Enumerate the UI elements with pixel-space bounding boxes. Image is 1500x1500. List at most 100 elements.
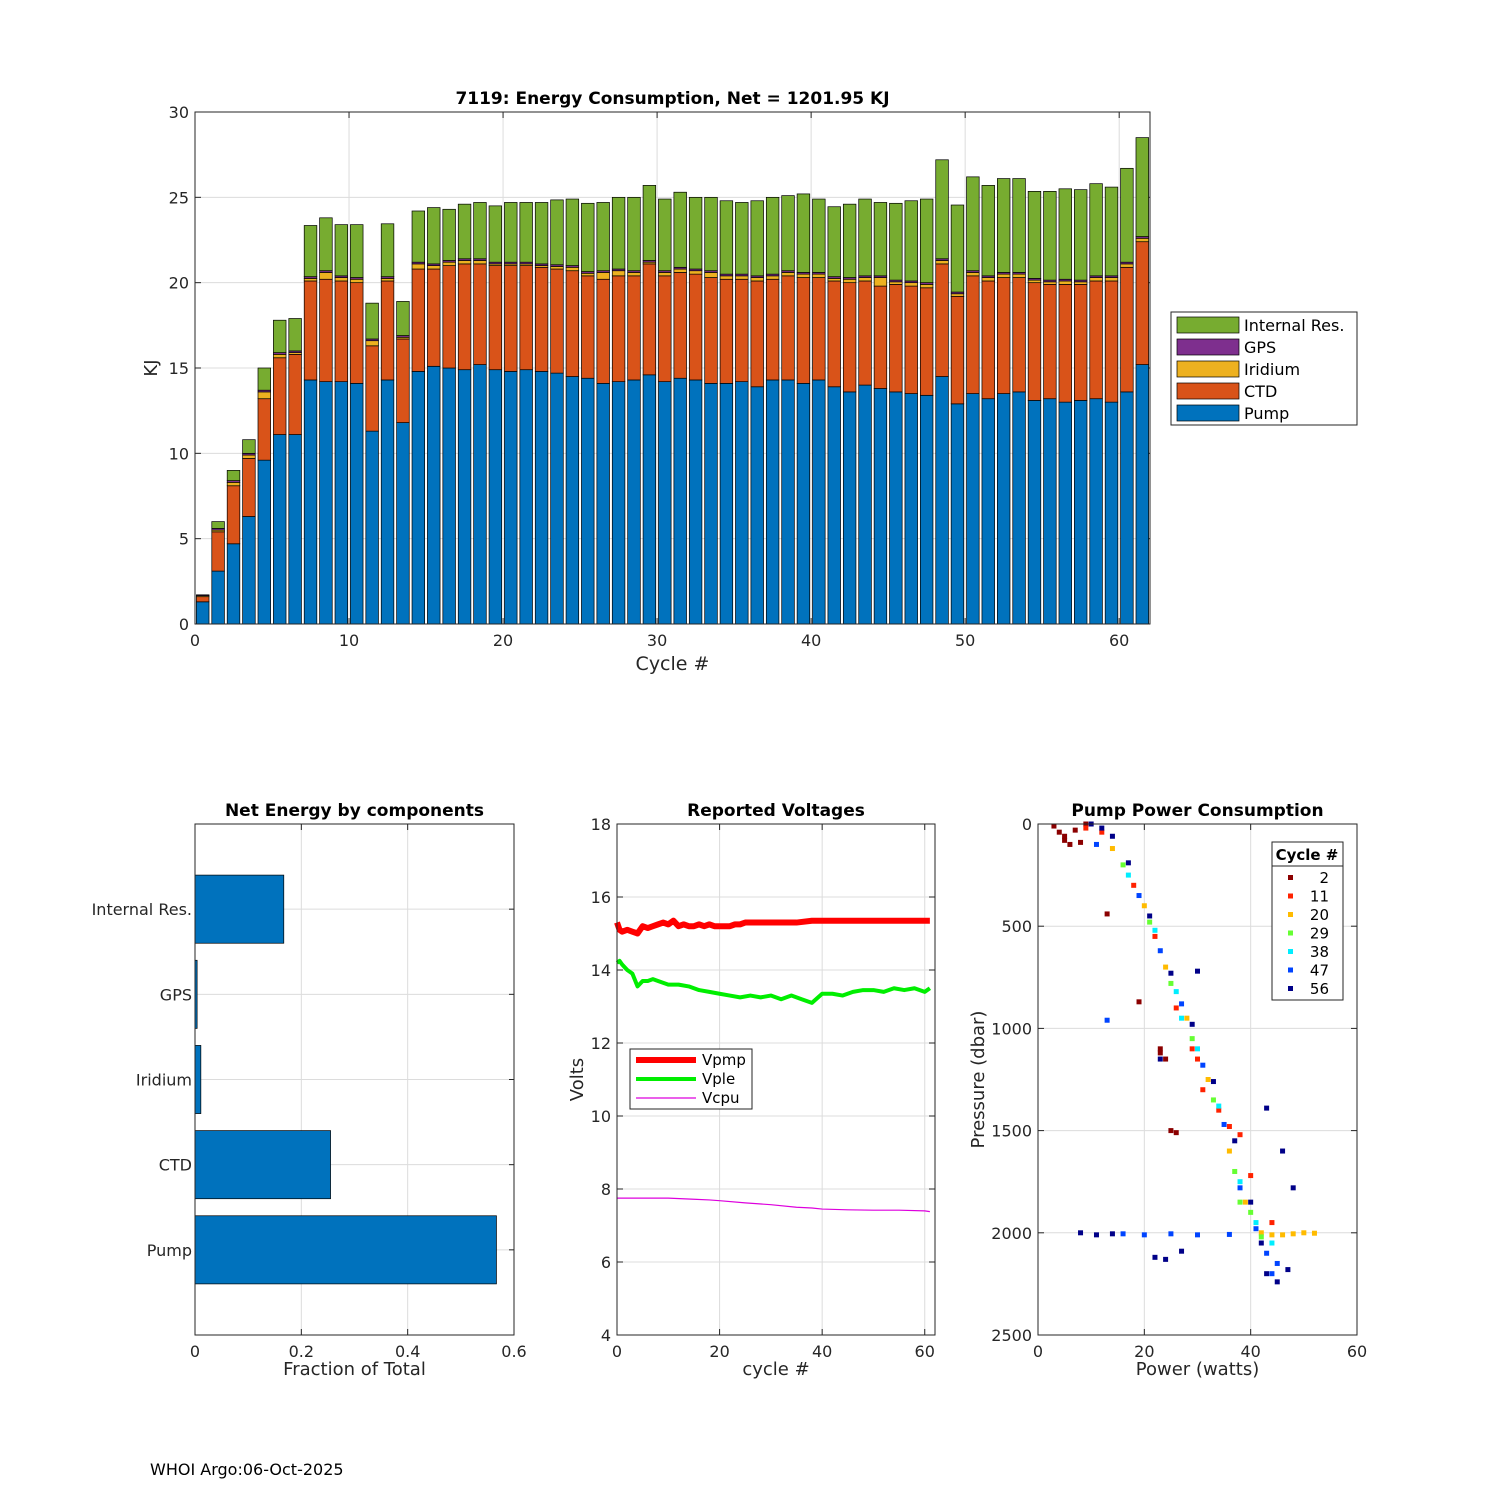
energy-bar-pump (1135, 364, 1149, 625)
energy-bar-internal (242, 439, 256, 454)
energy-bar-ctd (519, 265, 533, 371)
energy-bar-iridium (627, 272, 641, 277)
energy-bar-internal (950, 204, 965, 293)
energy-bar-pump (596, 383, 610, 625)
energy-bar-pump (1058, 401, 1072, 625)
energy-bar-internal (812, 198, 826, 273)
energy-bar-pump (1104, 401, 1119, 625)
pump-point-group-2 (1163, 964, 1169, 970)
energy-bar-internal (889, 202, 903, 281)
voltages-legend-label: Vpmp (702, 1051, 746, 1069)
energy-bar-iridium (442, 261, 456, 266)
energy-ytick-label: 0 (179, 615, 189, 634)
energy-bar-ctd (858, 280, 872, 386)
energy-bar-pump (627, 379, 641, 625)
energy-bar-pump (611, 381, 626, 625)
components-category-label: Iridium (136, 1071, 192, 1090)
energy-bar-internal (411, 210, 426, 263)
energy-bar-ctd (596, 278, 610, 384)
energy-bar-iridium (550, 266, 564, 270)
pump-point-group-1 (1189, 1046, 1195, 1052)
pump-point-group-5 (1269, 1271, 1275, 1277)
energy-bar-pump (919, 394, 934, 625)
energy-bar-ctd (842, 282, 857, 393)
energy-bar-internal (534, 202, 549, 265)
energy-bar-iridium (889, 281, 903, 285)
energy-chart: 0 10 20 30 40 50 60 0 5 10 15 20 25 30 7119: Energy Co… (141, 89, 1358, 675)
voltages-line-vple (615, 958, 932, 1005)
energy-bar-internal (380, 223, 395, 278)
voltages-ytick-label: 16 (591, 888, 611, 907)
energy-bar-iridium (411, 263, 426, 270)
energy-bar-iridium (334, 277, 348, 282)
energy-bar-internal (842, 203, 857, 278)
energy-bar-ctd (350, 282, 364, 384)
components-bar (194, 1130, 331, 1200)
energy-bar-internal (1104, 186, 1119, 277)
pump-point-group-6 (1109, 833, 1115, 839)
pump-point-group-6 (1093, 1232, 1099, 1238)
pump-point-group-0 (1173, 1130, 1179, 1136)
energy-bar-internal (1058, 188, 1072, 280)
pump-point-group-2 (1280, 1232, 1286, 1238)
energy-bar-internal (396, 301, 410, 336)
energy-bar-ctd (504, 265, 518, 372)
energy-bar-ctd (242, 458, 256, 517)
energy-bar-internal (211, 521, 225, 529)
energy-bar-pump (242, 516, 256, 625)
pump-point-group-4 (1269, 1240, 1275, 1246)
energy-bar-iridium (997, 273, 1011, 278)
energy-bar-pump (658, 381, 672, 625)
energy-bar-internal (1135, 137, 1149, 237)
energy-bar-internal (796, 193, 811, 273)
components-xtick-label: 0.6 (501, 1342, 526, 1361)
energy-bar-iridium (919, 284, 934, 289)
energy-xtick-label: 60 (1109, 631, 1129, 650)
energy-bar-ctd (365, 345, 379, 432)
energy-ytick-label: 10 (169, 444, 189, 463)
voltages-line-vcpu (617, 1197, 930, 1213)
energy-bar-internal (1012, 178, 1026, 273)
energy-bar-pump (719, 383, 734, 625)
energy-bar-pump (1012, 391, 1026, 625)
pump-point-group-0 (1062, 833, 1068, 839)
energy-bar-iridium (688, 270, 703, 275)
energy-bar-ctd (534, 266, 549, 372)
components-xtick-label: 0 (190, 1342, 200, 1361)
pump-point-group-0 (1072, 827, 1078, 833)
voltages-xtick-label: 60 (915, 1342, 935, 1361)
pump-legend-title: Cycle # (1276, 846, 1339, 864)
energy-bar-pump (827, 386, 841, 625)
energy-bar-ctd (196, 596, 210, 603)
energy-bar-internal (596, 202, 610, 272)
energy-bar-ctd (642, 263, 657, 376)
pump-legend-label: 29 (1310, 925, 1329, 943)
pump-legend-marker (1288, 967, 1293, 973)
voltages-ytick-label: 12 (591, 1034, 611, 1053)
energy-bar-ctd (889, 284, 903, 393)
pump-point-group-4 (1195, 1046, 1200, 1052)
energy-bar-internal (704, 196, 718, 272)
energy-bar-iridium (1135, 237, 1149, 243)
energy-bar-internal (642, 185, 657, 261)
pump-xtick-label: 0 (1033, 1342, 1043, 1361)
pump-point-group-5 (1093, 841, 1099, 847)
components-xlabel: Fraction of Total (283, 1359, 426, 1380)
pump-xlabel: Power (watts) (1136, 1359, 1259, 1380)
energy-ytick-label: 25 (169, 188, 189, 207)
pump-legend-label: 20 (1310, 906, 1329, 924)
energy-bar-ctd (673, 272, 687, 379)
energy-bar-iridium (303, 278, 318, 282)
energy-bar-internal (257, 367, 271, 391)
pump-point-group-6 (1125, 860, 1131, 866)
components-bar (194, 874, 285, 944)
pump-point-group-2 (1226, 1148, 1232, 1154)
energy-bar-iridium (1120, 263, 1134, 268)
pump-point-group-6 (1258, 1240, 1264, 1246)
pump-point-group-5 (1168, 1231, 1174, 1237)
energy-bar-iridium (427, 265, 441, 270)
energy-bar-internal (673, 191, 687, 268)
energy-bar-internal (935, 159, 949, 260)
energy-bar-internal (858, 198, 872, 277)
